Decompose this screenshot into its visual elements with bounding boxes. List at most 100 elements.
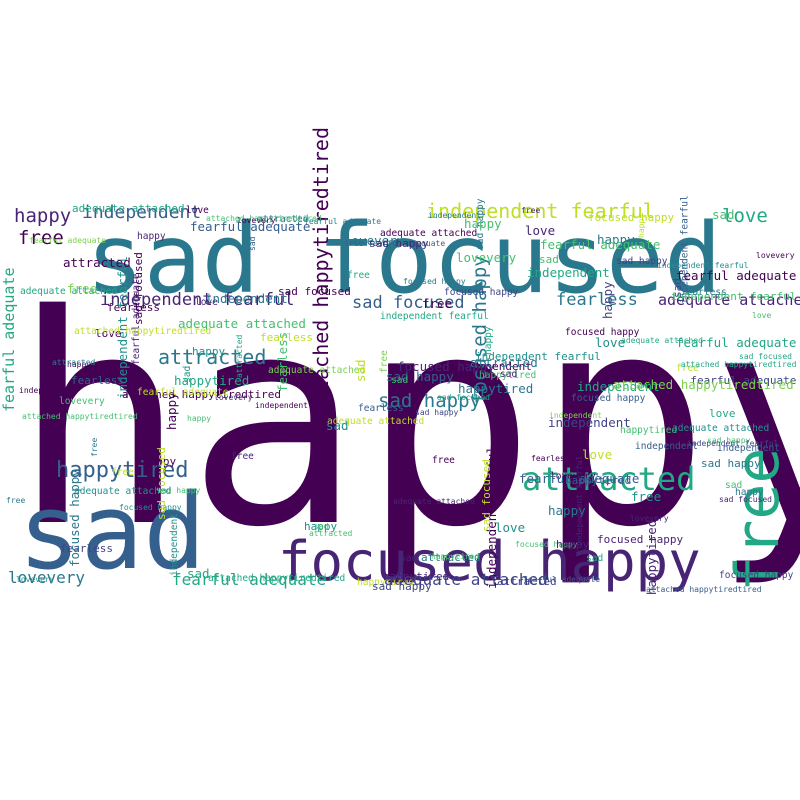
cloud-word: independent <box>255 401 308 410</box>
cloud-word: love <box>186 205 209 216</box>
cloud-word: sad <box>586 553 603 564</box>
cloud-word: free <box>379 350 390 373</box>
cloud-word: attracted <box>63 255 131 270</box>
cloud-word: happy <box>192 345 225 358</box>
cloud-word: adequate attached <box>384 570 548 589</box>
cloud-word: sad focused <box>86 203 722 315</box>
cloud-word: free fearful adequate <box>344 239 445 248</box>
cloud-word: sad <box>18 471 206 593</box>
cloud-word: free <box>723 448 793 593</box>
cloud-word: independent <box>459 360 532 373</box>
cloud-word: sad <box>671 278 684 298</box>
cloud-word: free <box>67 281 97 296</box>
cloud-word: sad happy <box>369 237 429 250</box>
cloud-word: adequate attached <box>393 497 475 506</box>
cloud-word: fearless <box>260 331 313 344</box>
cloud-word: fearful adequate <box>131 273 142 365</box>
cloud-word: sad <box>182 366 193 383</box>
cloud-word: attached happytiredtired <box>208 573 345 584</box>
cloud-word: independent fearful <box>657 261 749 270</box>
cloud-word: sad focused <box>132 252 145 325</box>
cloud-word: focused happy <box>67 469 82 567</box>
cloud-word: independent fearful <box>671 290 797 303</box>
cloud-word: happy <box>735 487 764 498</box>
cloud-word: sad happy <box>378 390 481 412</box>
cloud-word: fearful adequate <box>676 335 796 350</box>
cloud-word: free <box>6 496 25 505</box>
cloud-word: happytired <box>174 373 249 388</box>
cloud-word: fearless <box>275 332 290 392</box>
cloud-word: fearful adequate <box>540 237 660 252</box>
cloud-word: happytired <box>479 370 536 381</box>
cloud-word: independent <box>577 379 660 394</box>
cloud-word: focused happy <box>515 540 578 549</box>
cloud-word: sad <box>326 418 349 433</box>
cloud-word: focused happy <box>571 393 646 404</box>
cloud-word: adequate attached <box>327 416 424 427</box>
cloud-word: attached happytiredtired <box>74 326 211 337</box>
cloud-word: happy <box>464 216 502 231</box>
cloud-word: fearful adequate <box>304 217 381 226</box>
cloud-word: happytired <box>644 520 659 595</box>
cloud-word: happytired <box>357 577 414 588</box>
cloud-word: fearful adequate <box>690 374 796 387</box>
cloud-word: happy <box>164 392 179 430</box>
cloud-word: sad focused <box>480 459 493 532</box>
cloud-word: fearless <box>71 374 124 387</box>
cloud-word: attracted <box>235 334 244 378</box>
cloud-word: lovevery <box>214 393 253 402</box>
cloud-word: attracted <box>309 529 353 538</box>
cloud-word: fearful adequate <box>676 268 796 283</box>
cloud-word: sad happy <box>157 486 201 495</box>
cloud-word: attracted <box>421 551 481 564</box>
cloud-word: free <box>422 296 452 311</box>
cloud-word: sad happy <box>372 580 432 593</box>
cloud-word: fearless <box>358 403 404 414</box>
cloud-word: happy <box>556 538 589 551</box>
cloud-word: sad happy <box>616 256 668 267</box>
cloud-word: sad focused <box>437 393 490 402</box>
cloud-word: independent fearful <box>115 256 130 399</box>
cloud-word: happytired <box>383 570 449 583</box>
cloud-word: love <box>495 520 525 535</box>
cloud-word: focused happy <box>597 533 683 546</box>
cloud-word: independent fearful <box>484 446 499 589</box>
cloud-word: independent <box>635 441 698 452</box>
cloud-word: free <box>676 363 699 374</box>
cloud-word: lovevery <box>630 514 669 523</box>
cloud-word: independent fearful <box>380 311 489 322</box>
cloud-word: attracted <box>470 355 538 370</box>
cloud-word: attracted <box>522 460 695 498</box>
cloud-word: fearful adequate <box>137 387 229 398</box>
cloud-word: sad <box>314 522 329 531</box>
cloud-word: sad <box>400 553 417 564</box>
cloud-word: lovevery <box>16 575 55 584</box>
cloud-word: independent <box>82 202 201 223</box>
cloud-word: attached happytiredtired <box>309 127 333 416</box>
cloud-word: focused happy <box>278 530 701 593</box>
cloud-word: sad <box>187 566 210 581</box>
cloud-word: lovevery <box>237 216 276 225</box>
cloud-word: sad <box>391 375 408 386</box>
cloud-word: attached happytiredtired <box>206 214 322 223</box>
cloud-word: independent <box>169 513 180 576</box>
cloud-word: love <box>752 311 771 320</box>
cloud-word: sad <box>725 480 742 491</box>
cloud-word: attracted <box>257 214 308 225</box>
cloud-word: fearful adequate <box>0 268 18 413</box>
cloud-word: happytired <box>565 474 631 487</box>
cloud-word: independent fearful <box>426 199 655 223</box>
cloud-word: attracted <box>52 358 96 367</box>
cloud-word: happytired <box>458 381 533 396</box>
cloud-word: attached happytiredtired <box>22 412 138 421</box>
cloud-word: happy <box>548 503 586 518</box>
cloud-word: fearless <box>681 287 727 298</box>
cloud-word: fearful adequate <box>29 236 106 245</box>
cloud-word: focused happy <box>719 570 794 581</box>
cloud-word: attached happytiredtired <box>646 585 762 594</box>
cloud-word: happy <box>600 281 615 319</box>
cloud-word: independent <box>717 443 780 454</box>
cloud-word: happy <box>14 205 71 227</box>
cloud-word: free <box>347 270 370 281</box>
cloud-word: independent <box>549 411 602 420</box>
